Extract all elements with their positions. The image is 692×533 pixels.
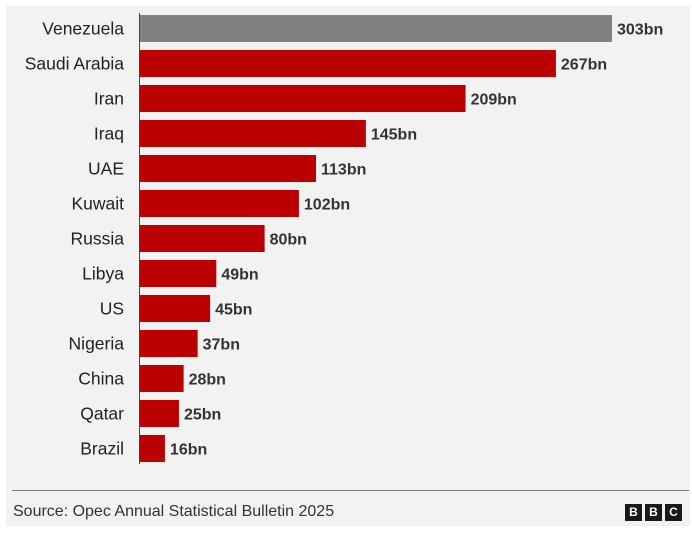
category-label: Saudi Arabia bbox=[25, 54, 125, 74]
bar-libya bbox=[140, 260, 217, 287]
logo-block-b1: B bbox=[625, 504, 642, 521]
value-label: 37bn bbox=[203, 337, 240, 354]
bar-chart: Venezuela 303bn Saudi Arabia 267bn Iran 209bn… bbox=[25, 13, 663, 464]
value-label: 267bn bbox=[561, 57, 607, 74]
logo-block-c: C bbox=[665, 504, 682, 521]
category-label: UAE bbox=[88, 159, 124, 179]
category-label: Kuwait bbox=[71, 194, 124, 214]
value-label: 113bn bbox=[321, 162, 366, 179]
bar-qatar bbox=[140, 400, 179, 427]
category-label: Brazil bbox=[80, 439, 124, 459]
bar-iran bbox=[140, 85, 466, 112]
value-label: 102bn bbox=[304, 197, 350, 214]
logo-block-b2: B bbox=[645, 504, 662, 521]
bar-uae bbox=[140, 155, 317, 182]
bar-venezuela bbox=[140, 15, 612, 42]
category-label: Venezuela bbox=[42, 19, 124, 39]
bar-brazil bbox=[140, 435, 165, 462]
bar-russia bbox=[140, 225, 265, 252]
bar-iraq bbox=[140, 120, 366, 147]
bar-saudi-arabia bbox=[140, 50, 556, 77]
value-label: 45bn bbox=[215, 302, 252, 319]
bar-nigeria bbox=[140, 330, 198, 357]
bar-us bbox=[140, 295, 211, 322]
bar-china bbox=[140, 365, 184, 392]
category-label: Iran bbox=[94, 89, 124, 109]
category-label: US bbox=[100, 299, 124, 319]
footer-divider bbox=[12, 490, 689, 491]
category-label: Libya bbox=[82, 264, 124, 284]
value-label: 209bn bbox=[471, 92, 517, 109]
category-label: Iraq bbox=[94, 124, 124, 144]
category-label: Qatar bbox=[80, 404, 124, 424]
value-label: 49bn bbox=[221, 267, 258, 284]
value-label: 145bn bbox=[371, 127, 417, 144]
value-label: 16bn bbox=[170, 442, 207, 459]
bar-kuwait bbox=[140, 190, 299, 217]
value-label: 80bn bbox=[270, 232, 307, 249]
bbc-logo: B B C bbox=[625, 504, 682, 521]
value-label: 303bn bbox=[617, 22, 663, 39]
source-note: Source: Opec Annual Statistical Bulletin… bbox=[13, 503, 335, 520]
value-label: 25bn bbox=[184, 407, 221, 424]
value-label: 28bn bbox=[189, 372, 226, 389]
category-label: Russia bbox=[71, 229, 125, 249]
category-label: Nigeria bbox=[69, 334, 125, 354]
chart-card: Venezuela 303bn Saudi Arabia 267bn Iran 209bn… bbox=[6, 6, 690, 526]
category-label: China bbox=[78, 369, 124, 389]
